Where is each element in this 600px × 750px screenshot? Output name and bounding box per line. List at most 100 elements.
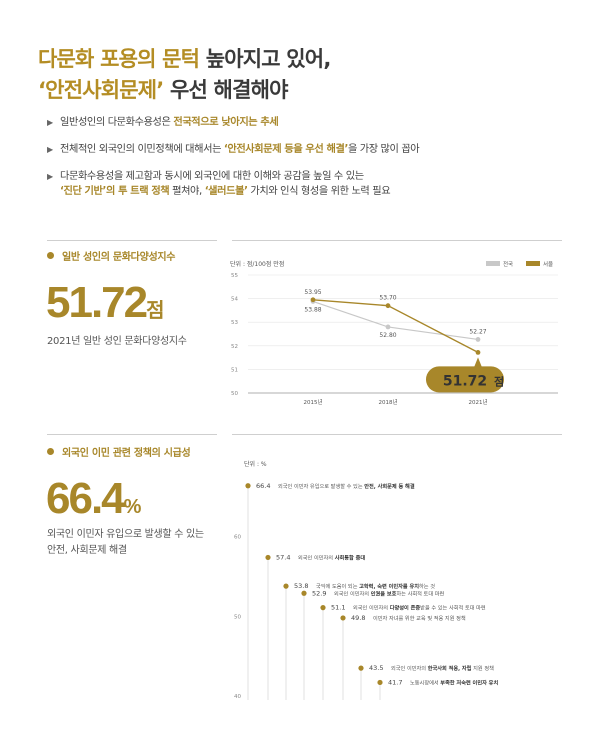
point-label-5-part-0: 이민자 자녀를 위한 교육 및 적응 지원 정책 (373, 614, 466, 622)
point-label-2-part-1: 고학력, 숙련 이민자를 유치 (359, 582, 419, 590)
point-label-4-part-1: 다양성이 존중 (390, 604, 421, 612)
series-1-label-0: 53.95 (304, 289, 321, 296)
series-0-label-0: 53.88 (304, 306, 321, 313)
series-1-point-2 (475, 350, 481, 355)
section1-label-text: 일반 성인의 문화다양성지수 (62, 252, 176, 263)
callout-unit: 점 (494, 374, 504, 388)
section2-big-number: 66.4% (46, 474, 141, 524)
point-label-1-part-0: 외국인 이민자의 (298, 553, 335, 561)
callout-value: 51.72 (443, 373, 487, 389)
series-1-point-1 (385, 303, 391, 309)
y2-tick-2: 60 (234, 535, 241, 541)
section1-divider (47, 240, 217, 241)
point-value-3: 52.9 (312, 589, 326, 597)
bullet-1: 일반성인의 다문화수용성은 전국적으로 낮아지는 추세 (47, 115, 577, 130)
series-line-1 (312, 299, 479, 354)
y-tick-4: 54 (231, 297, 238, 303)
section2-big-unit: % (123, 496, 142, 518)
y-tick-0: 50 (231, 391, 238, 397)
section1-big-value: 51.72 (46, 278, 148, 327)
point-label-3-part-1: 인권을 보호 (371, 589, 397, 597)
series-0-label-2: 52.27 (469, 328, 486, 335)
title-highlight-2: ‘안전사회문제’ (38, 78, 164, 102)
section1-label: 일반 성인의 문화다양성지수 (47, 248, 175, 263)
point-label-0-part-1: 안전, 사회문제 등 해결 (364, 482, 415, 490)
bullet-3-mid: 펼쳐야, (169, 186, 205, 197)
point-label-4-part-2: 받을 수 있는 사회적 토대 마련 (420, 604, 486, 612)
point-label-7-part-1: 부족한 저숙련 이민자 유치 (440, 678, 498, 686)
point-label-6-part-1: 한국사회 적응, 자립 (428, 664, 472, 672)
scatter-point-5 (340, 615, 346, 621)
point-value-1: 57.4 (276, 553, 290, 561)
series-0-point-1 (385, 324, 391, 330)
section1-big-unit: 점 (146, 300, 165, 322)
point-value-7: 41.7 (388, 678, 402, 686)
point-label-7-part-0: 노동시장에서 (410, 678, 440, 686)
point-label-3: 외국인 이민자의 인권을 보호하는 사회적 토대 마련 (334, 589, 445, 597)
point-label-3-part-2: 하는 사회적 토대 마련 (396, 589, 444, 597)
bullet-2-emphasis: ‘안전사회문제 등을 우선 해결’ (223, 144, 348, 155)
section2-desc-line1: 외국인 이민자 유입으로 발생할 수 있는 (47, 529, 204, 540)
scatter-point-3 (301, 590, 307, 596)
scatter-point-7 (377, 679, 383, 686)
line-chart: 단위 : 점/100점 만점 전국 서울 50 51 52 53 54 55 2015년 2018년… (230, 260, 558, 406)
x-tick-2: 2021년 (468, 398, 487, 406)
legend-swatch-1 (526, 261, 540, 266)
point-label-2: 국익에 도움이 되는 고학력, 숙련 이민자를 유치하는 것 (316, 582, 435, 590)
scatter-point-0 (245, 483, 251, 489)
x-tick-0: 2015년 (303, 398, 322, 406)
chart1-unit-label: 단위 : 점/100점 만점 (230, 260, 284, 268)
point-label-4: 외국인 이민자의 다양성이 존중받을 수 있는 사회적 토대 마련 (353, 604, 486, 612)
bullet-3: 다문화수용성을 제고함과 동시에 외국인에 대한 이해와 공감을 높일 수 있는… (47, 169, 577, 199)
legend-label-1: 서울 (543, 260, 553, 268)
x-tick-1: 2018년 (378, 398, 397, 406)
y-tick-2: 52 (231, 344, 238, 350)
scatter-point-2 (283, 583, 289, 589)
point-value-0: 66.4 (256, 482, 270, 490)
bullet-3-text: 다문화수용성을 제고함과 동시에 외국인에 대한 이해와 공감을 높일 수 있는 (60, 171, 364, 182)
bullet-1-text: 일반성인의 다문화수용성은 (60, 117, 174, 128)
legend-label-0: 전국 (503, 260, 513, 268)
point-label-2-part-0: 국익에 도움이 되는 (316, 582, 359, 590)
section2-desc: 외국인 이민자 유입으로 발생할 수 있는 안전, 사회문제 해결 (47, 527, 204, 559)
section2-big-value: 66.4 (46, 474, 126, 523)
bullet-3-post: 가치와 인식 형성을 위한 노력 필요 (247, 186, 391, 197)
chart1-divider (232, 240, 562, 241)
chart2-unit-label: 단위 : % (244, 460, 267, 468)
point-label-4-part-0: 외국인 이민자의 (353, 604, 390, 612)
section2-dot-icon (47, 448, 54, 455)
point-label-2-part-2: 하는 것 (419, 582, 435, 590)
scatter-point-6 (358, 665, 364, 671)
chart2-divider (232, 434, 562, 435)
bullet-3-emphasis-c: ‘샐러드볼’ (204, 186, 248, 197)
point-label-5: 이민자 자녀를 위한 교육 및 적응 지원 정책 (373, 614, 466, 622)
point-label-6-part-2: 지원 정책 (471, 664, 494, 672)
section2-label: 외국인 이민 관련 정책의 시급성 (47, 444, 191, 459)
bullet-3-emphasis-a: ‘진단 기반’ (60, 186, 106, 197)
scatter-chart: 단위 : % 40 50 60 66.4 외국인 이민자 유입으로 발생할 수 있는 안전… (234, 460, 498, 700)
point-value-2: 53.8 (294, 582, 308, 590)
summary-bullets: 일반성인의 다문화수용성은 전국적으로 낮아지는 추세 전체적인 외국인의 이민… (47, 115, 577, 211)
bullet-1-emphasis: 전국적으로 낮아지는 추세 (173, 117, 279, 128)
section2-divider (47, 434, 217, 435)
callout-pointer (474, 357, 482, 368)
point-value-6: 43.5 (369, 664, 383, 672)
bullet-2: 전체적인 외국인의 이민정책에 대해서는 ‘안전사회문제 등을 우선 해결’을 … (47, 142, 577, 157)
callout-bubble (426, 366, 504, 393)
section2-desc-line2: 안전, 사회문제 해결 (47, 545, 127, 556)
section1-desc: 2021년 일반 성인 문화다양성지수 (47, 336, 187, 347)
point-value-5: 49.8 (351, 614, 365, 622)
point-label-3-part-0: 외국인 이민자의 (334, 589, 371, 597)
scatter-point-4 (320, 605, 326, 611)
point-label-6: 외국인 이민자의 한국사회 적응, 자립 지원 정책 (391, 664, 494, 672)
series-1-point-0 (310, 297, 316, 303)
bullet-2-post: 을 가장 많이 꼽아 (347, 144, 420, 155)
y2-tick-1: 50 (234, 614, 241, 620)
point-label-0: 외국인 이민자 유입으로 발생할 수 있는 안전, 사회문제 등 해결 (278, 482, 415, 490)
y-tick-1: 51 (231, 367, 238, 373)
series-1-label-1: 53.70 (379, 295, 396, 302)
point-value-4: 51.1 (331, 604, 345, 612)
section2-label-text: 외국인 이민 관련 정책의 시급성 (62, 448, 191, 459)
point-label-0-part-0: 외국인 이민자 유입으로 발생할 수 있는 (278, 482, 364, 490)
series-0-label-1: 52.80 (379, 332, 396, 339)
